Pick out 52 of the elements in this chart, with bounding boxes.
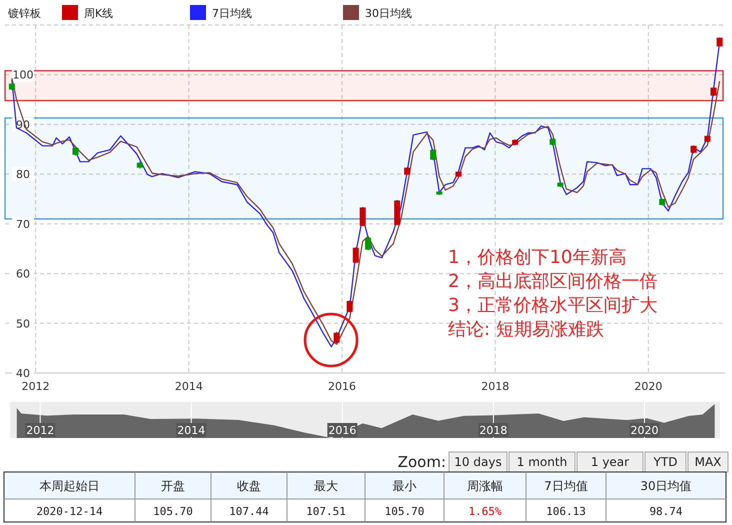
text: 10 days <box>454 455 502 469</box>
candlestick <box>430 148 436 161</box>
legend-label: 周K线 <box>84 7 114 20</box>
text: 收盘 <box>237 479 261 493</box>
legend-label: 7日均线 <box>212 7 252 20</box>
text: 1 month <box>516 455 568 469</box>
text: 最大 <box>314 479 338 493</box>
text: 2020-12-14 <box>36 505 103 518</box>
y-tick-label: 70 <box>16 218 30 231</box>
text: 105.70 <box>153 505 193 518</box>
x-tick-label: 2016 <box>328 380 356 393</box>
x-tick-label: 2018 <box>481 380 510 393</box>
y-tick-label: 80 <box>16 168 30 182</box>
candlestick <box>346 300 353 313</box>
text: 107.51 <box>306 505 346 518</box>
x-tick-label: 2018 <box>479 424 508 437</box>
y-tick-label: 40 <box>16 367 30 380</box>
annotation: 1，价格创下10年新高 <box>448 247 626 268</box>
y-tick-label: 100 <box>12 68 34 82</box>
x-tick-label: 2014 <box>177 424 206 437</box>
text: 7日均值 <box>544 479 588 493</box>
x-tick-label: 2020 <box>630 424 658 437</box>
text: 107.44 <box>229 505 270 518</box>
x-tick-label: 2020 <box>634 380 662 393</box>
text: 本周起始日 <box>40 479 100 493</box>
text: Zoom: <box>398 453 446 471</box>
text: 105.70 <box>384 505 424 518</box>
text: 周涨幅 <box>467 479 503 493</box>
text: MAX <box>694 455 722 469</box>
candlestick <box>360 206 366 227</box>
text: 开盘 <box>161 479 185 493</box>
x-tick-label: 2014 <box>174 380 203 393</box>
annotation: 3，正常价格水平区间扩大 <box>448 295 658 316</box>
text: 1.65% <box>468 505 502 518</box>
text: 98.74 <box>649 505 683 518</box>
annotation: 2，高出底部区间价格一倍 <box>448 271 658 292</box>
chart-title: 镀锌板 <box>7 7 41 20</box>
text: 最小 <box>392 479 416 493</box>
x-tick-label: 2012 <box>26 424 54 437</box>
y-tick-label: 60 <box>16 268 30 281</box>
x-tick-label: 2016 <box>328 424 356 437</box>
candlestick <box>334 331 340 344</box>
legend-label: 30日均线 <box>365 7 412 20</box>
candlestick <box>352 246 359 264</box>
annotation: 结论: 短期易涨难跌 <box>448 319 604 340</box>
candlestick <box>365 236 372 251</box>
text: YTD <box>652 455 678 469</box>
y-tick-label: 50 <box>16 317 30 330</box>
x-tick-label: 2012 <box>22 380 50 393</box>
text: 106.13 <box>546 505 586 518</box>
text: 1 year <box>590 455 630 469</box>
text: 30日均值 <box>640 479 692 493</box>
